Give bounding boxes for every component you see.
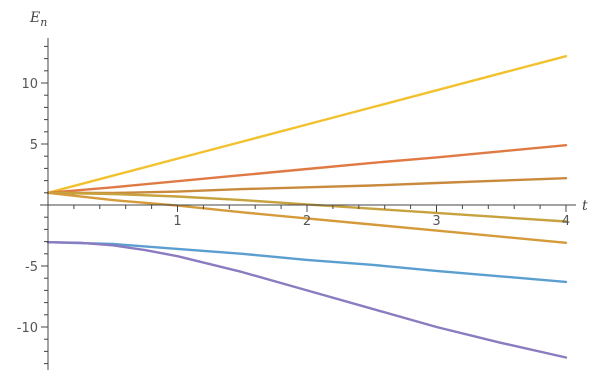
- y-axis-label-subscript: n: [40, 16, 47, 29]
- series-line-3: [46, 176, 568, 195]
- series-line-5: [46, 191, 568, 245]
- y-axis-label: En: [29, 10, 47, 29]
- series-line-4: [46, 191, 568, 223]
- x-tick-label: 2: [303, 214, 311, 229]
- series-line-7: [46, 240, 568, 359]
- series-line-2: [46, 143, 568, 195]
- x-tick-label: 1: [173, 214, 181, 229]
- y-tick-label: -5: [25, 260, 38, 275]
- y-tick-label: 10: [21, 77, 38, 92]
- x-tick-label: 3: [432, 214, 440, 229]
- y-axis-label-main: E: [29, 10, 40, 26]
- x-axis-label: t: [582, 198, 588, 214]
- ticks-layer: 1 2 3 4 -10 -5 5 10: [17, 45, 570, 365]
- series-layer: [46, 55, 568, 359]
- y-tick-label: 5: [30, 138, 38, 153]
- y-tick-label: -10: [17, 321, 38, 336]
- axes-layer: 1 2 3 4 -10 -5 5 10: [17, 38, 576, 370]
- series-line-1: [46, 55, 568, 195]
- series-line-6: [46, 240, 568, 284]
- x-tick-label: 4: [562, 214, 570, 229]
